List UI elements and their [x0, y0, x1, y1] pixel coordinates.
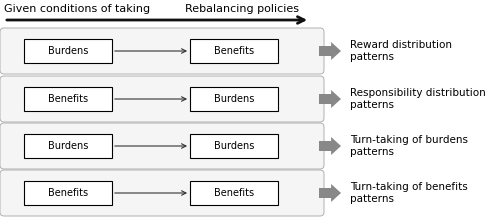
Text: Given conditions of taking: Given conditions of taking	[4, 4, 150, 14]
FancyBboxPatch shape	[24, 39, 112, 63]
FancyBboxPatch shape	[24, 87, 112, 111]
Text: Burdens: Burdens	[214, 94, 254, 104]
FancyBboxPatch shape	[0, 123, 324, 169]
Text: Burdens: Burdens	[48, 141, 88, 151]
Polygon shape	[319, 42, 341, 60]
Text: Responsibility distribution
patterns: Responsibility distribution patterns	[350, 88, 486, 110]
FancyBboxPatch shape	[0, 170, 324, 216]
Text: Turn-taking of burdens
patterns: Turn-taking of burdens patterns	[350, 135, 468, 157]
Text: Burdens: Burdens	[48, 46, 88, 56]
Text: Benefits: Benefits	[48, 188, 88, 198]
Text: Benefits: Benefits	[48, 94, 88, 104]
FancyBboxPatch shape	[190, 181, 278, 205]
Polygon shape	[319, 90, 341, 108]
Text: Turn-taking of benefits
patterns: Turn-taking of benefits patterns	[350, 182, 468, 204]
FancyBboxPatch shape	[190, 39, 278, 63]
FancyBboxPatch shape	[190, 134, 278, 158]
FancyBboxPatch shape	[190, 87, 278, 111]
Text: Reward distribution
patterns: Reward distribution patterns	[350, 40, 452, 62]
Text: Burdens: Burdens	[214, 141, 254, 151]
Polygon shape	[319, 184, 341, 202]
Polygon shape	[319, 137, 341, 155]
Text: Rebalancing policies: Rebalancing policies	[185, 4, 299, 14]
FancyBboxPatch shape	[0, 28, 324, 74]
FancyBboxPatch shape	[0, 76, 324, 122]
FancyBboxPatch shape	[24, 134, 112, 158]
Text: Benefits: Benefits	[214, 46, 254, 56]
FancyBboxPatch shape	[24, 181, 112, 205]
Text: Benefits: Benefits	[214, 188, 254, 198]
